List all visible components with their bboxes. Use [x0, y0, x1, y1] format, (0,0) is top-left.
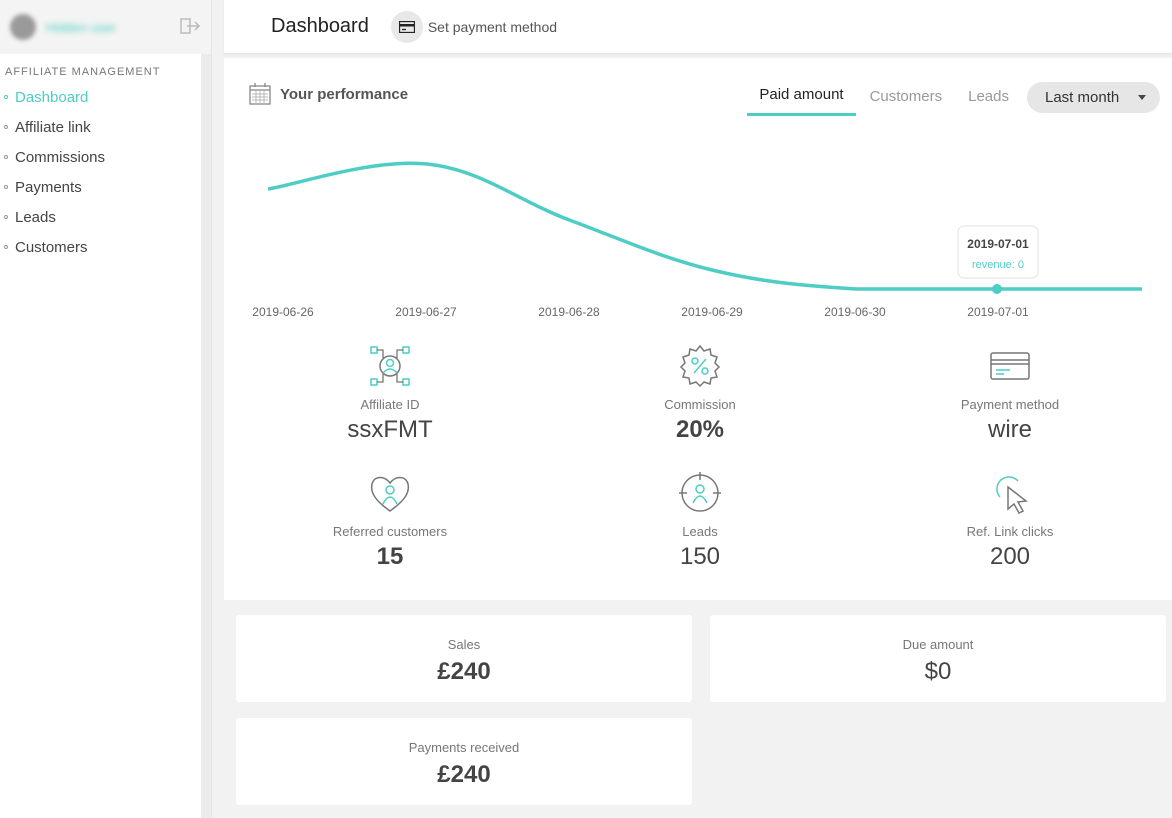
topbar: Dashboard Set payment method — [224, 0, 1172, 54]
performance-header: Your performance — [248, 82, 408, 106]
bullet-icon — [4, 185, 8, 189]
stat-value: ssxFMT — [347, 416, 433, 443]
payments-received-card: Payments received £240 — [236, 718, 692, 805]
performance-tabs: Paid amount Customers Leads Last month — [745, 78, 1160, 116]
performance-panel: Your performance Paid amount Customers L… — [224, 58, 1172, 600]
x-tick-label: 2019-06-30 — [824, 305, 886, 319]
bullet-icon — [4, 125, 8, 129]
stat-label: Affiliate ID — [360, 397, 420, 412]
performance-title: Your performance — [280, 85, 409, 103]
period-value: Last month — [1045, 88, 1120, 106]
sidebar-item-commissions[interactable]: Commissions — [0, 142, 211, 172]
card-label: Sales — [447, 637, 481, 652]
stat-leads: Leads 150 — [600, 471, 800, 571]
stat-referred-customers: Referred customers 15 — [290, 471, 490, 571]
bullet-icon — [4, 215, 8, 219]
stat-label: Commission — [664, 397, 736, 412]
credit-card-icon — [990, 352, 1030, 380]
x-tick-label: 2019-06-27 — [395, 305, 457, 319]
user-header: Hidden user — [0, 0, 211, 54]
x-tick-label: 2019-06-26 — [252, 305, 314, 319]
credit-card-icon — [398, 20, 415, 33]
sales-card: Sales £240 — [236, 615, 692, 702]
calendar-icon — [249, 83, 271, 105]
sidebar-item-dashboard[interactable]: Dashboard — [0, 82, 211, 112]
stat-value: 150 — [679, 543, 721, 570]
sidebar-item-payments[interactable]: Payments — [0, 172, 211, 202]
sidebar-item-affiliate-link[interactable]: Affiliate link — [0, 112, 211, 142]
bullet-icon — [4, 155, 8, 159]
sidebar-item-label: Payments — [15, 178, 82, 196]
heart-person-icon — [370, 476, 410, 512]
section-title: AFFILIATE MANAGEMENT — [5, 66, 161, 78]
card-value: £240 — [437, 658, 491, 685]
sidebar-scrollbar[interactable] — [201, 54, 211, 818]
sidebar-item-label: Customers — [15, 238, 88, 256]
tab-customers[interactable]: Customers — [869, 87, 943, 105]
tab-paid-amount[interactable]: Paid amount — [747, 78, 856, 116]
cursor-click-icon — [996, 476, 1028, 514]
percent-badge-icon — [679, 344, 721, 388]
stat-affiliate-id: Affiliate ID ssxFMT — [290, 344, 490, 444]
tooltip-date: 2019-07-01 — [967, 237, 1029, 251]
stat-label: Ref. Link clicks — [966, 524, 1054, 539]
card-label: Due amount — [902, 637, 974, 652]
bullet-icon — [4, 245, 8, 249]
caret-down-icon — [1138, 94, 1146, 100]
sidebar-item-label: Affiliate link — [15, 118, 91, 136]
tooltip-value: revenue: 0 — [972, 259, 1024, 271]
sidebar-nav: Dashboard Affiliate link Commissions Pay… — [0, 82, 211, 262]
set-payment-method-button[interactable]: Set payment method — [390, 10, 558, 43]
stat-value: 20% — [675, 416, 725, 443]
page-title: Dashboard — [271, 15, 369, 37]
stat-value: 200 — [989, 543, 1031, 570]
tab-leads[interactable]: Leads — [968, 87, 1009, 105]
stat-value: wire — [987, 416, 1032, 443]
affiliate-network-icon — [370, 346, 410, 386]
x-tick-label: 2019-06-29 — [681, 305, 743, 319]
user-name[interactable]: Hidden user — [46, 19, 117, 35]
sidebar-item-customers[interactable]: Customers — [0, 232, 211, 262]
stat-payment-method: Payment method wire — [910, 344, 1110, 444]
due-amount-card: Due amount $0 — [710, 615, 1166, 702]
card-label: Payments received — [408, 740, 520, 755]
logout-icon[interactable] — [179, 16, 201, 36]
stat-label: Payment method — [960, 397, 1060, 412]
avatar[interactable] — [10, 14, 36, 40]
payment-icon-circle — [390, 10, 423, 43]
set-payment-method-label: Set payment method — [427, 18, 558, 35]
sidebar-item-label: Commissions — [15, 148, 106, 166]
performance-chart: 2019-06-26 2019-06-27 2019-06-28 2019-06-29… — [252, 161, 1142, 319]
stat-value: 15 — [376, 543, 404, 570]
sidebar-item-label: Leads — [15, 208, 56, 226]
bullet-icon — [4, 95, 8, 99]
sidebar-item-label: Dashboard — [15, 88, 89, 106]
x-tick-label: 2019-07-01 — [967, 305, 1029, 319]
stat-label: Referred customers — [332, 524, 448, 539]
chart-tooltip: 2019-07-01 revenue: 0 — [957, 225, 1039, 279]
sidebar-item-leads[interactable]: Leads — [0, 202, 211, 232]
period-select[interactable]: Last month — [1027, 81, 1160, 113]
stat-label: Leads — [682, 524, 718, 539]
target-person-icon — [679, 472, 721, 512]
sidebar: Hidden user AFFILIATE MANAGEMENT Dashboa… — [0, 0, 212, 818]
active-point[interactable] — [992, 284, 1002, 294]
card-value: $0 — [924, 658, 952, 685]
stat-ref-link-clicks: Ref. Link clicks 200 — [910, 471, 1110, 571]
stat-commission: Commission 20% — [600, 344, 800, 444]
x-tick-label: 2019-06-28 — [538, 305, 600, 319]
card-value: £240 — [437, 761, 491, 788]
